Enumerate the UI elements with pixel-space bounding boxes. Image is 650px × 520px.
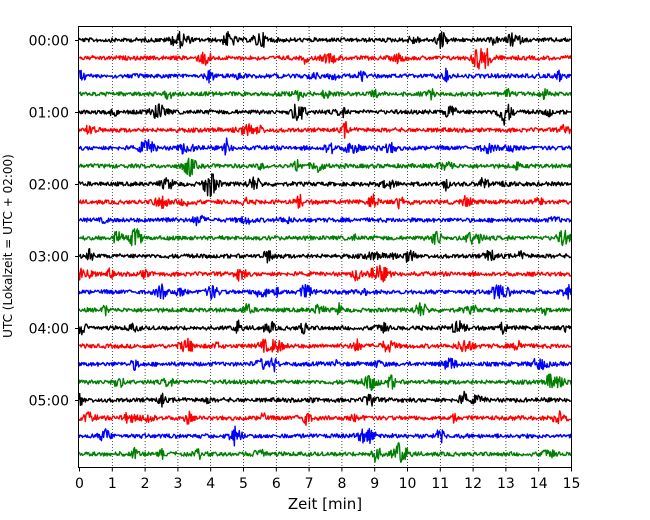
y-axis-ticks: 00:00 01:00 02:00 03:00 04:00 05:00 [29, 34, 79, 410]
trace-line [78, 193, 572, 210]
trace-line [78, 214, 572, 227]
x-tick-label: 12 [464, 476, 482, 492]
trace-line [78, 67, 572, 84]
trace-line [78, 425, 572, 447]
y-tick-label: 02:00 [29, 178, 69, 194]
trace-line [78, 390, 572, 408]
x-tick-label: 0 [75, 476, 84, 492]
x-tick-label: 14 [530, 476, 548, 492]
y-tick-label: 03:00 [29, 250, 69, 266]
y-tick-label: 05:00 [29, 394, 69, 410]
x-tick-label: 7 [305, 476, 314, 492]
x-tick-label: 13 [497, 476, 515, 492]
trace-line [78, 137, 572, 156]
trace-line [78, 47, 572, 70]
trace-line [78, 373, 572, 392]
trace-line [78, 157, 572, 178]
x-tick-label: 2 [141, 476, 150, 492]
trace-line [78, 30, 572, 50]
seismic-traces [78, 30, 572, 463]
x-tick-label: 3 [173, 476, 182, 492]
y-tick-label: 04:00 [29, 322, 69, 338]
trace-line [78, 247, 572, 264]
trace-line [78, 264, 572, 283]
plot-frame [78, 26, 572, 468]
trace-line [78, 228, 572, 247]
x-tick-label: 15 [563, 476, 581, 492]
trace-line [78, 410, 572, 426]
x-tick-label: 1 [108, 476, 117, 492]
trace-line [78, 337, 572, 353]
x-axis-title: Zeit [min] [288, 495, 362, 513]
x-tick-label: 9 [370, 476, 379, 492]
x-tick-label: 11 [431, 476, 449, 492]
y-tick-label: 00:00 [29, 34, 69, 50]
x-axis-ticks: 0 1 2 3 4 5 6 7 8 9 10 11 12 13 14 15 [75, 467, 581, 492]
y-axis-title: UTC (Lokalzeit = UTC + 02:00) [1, 154, 15, 338]
trace-line [78, 283, 572, 300]
trace-line [78, 173, 572, 198]
trace-line [78, 302, 572, 317]
x-tick-label: 4 [206, 476, 215, 492]
trace-line [78, 319, 572, 336]
grid-lines [111, 27, 540, 467]
y-tick-label: 01:00 [29, 106, 69, 122]
trace-line [78, 442, 572, 463]
trace-line [78, 103, 572, 126]
trace-line [78, 357, 572, 373]
trace-line [78, 120, 572, 139]
x-tick-label: 10 [399, 476, 417, 492]
x-tick-label: 8 [337, 476, 346, 492]
trace-line [78, 87, 572, 102]
x-tick-label: 5 [239, 476, 248, 492]
x-tick-label: 6 [272, 476, 281, 492]
